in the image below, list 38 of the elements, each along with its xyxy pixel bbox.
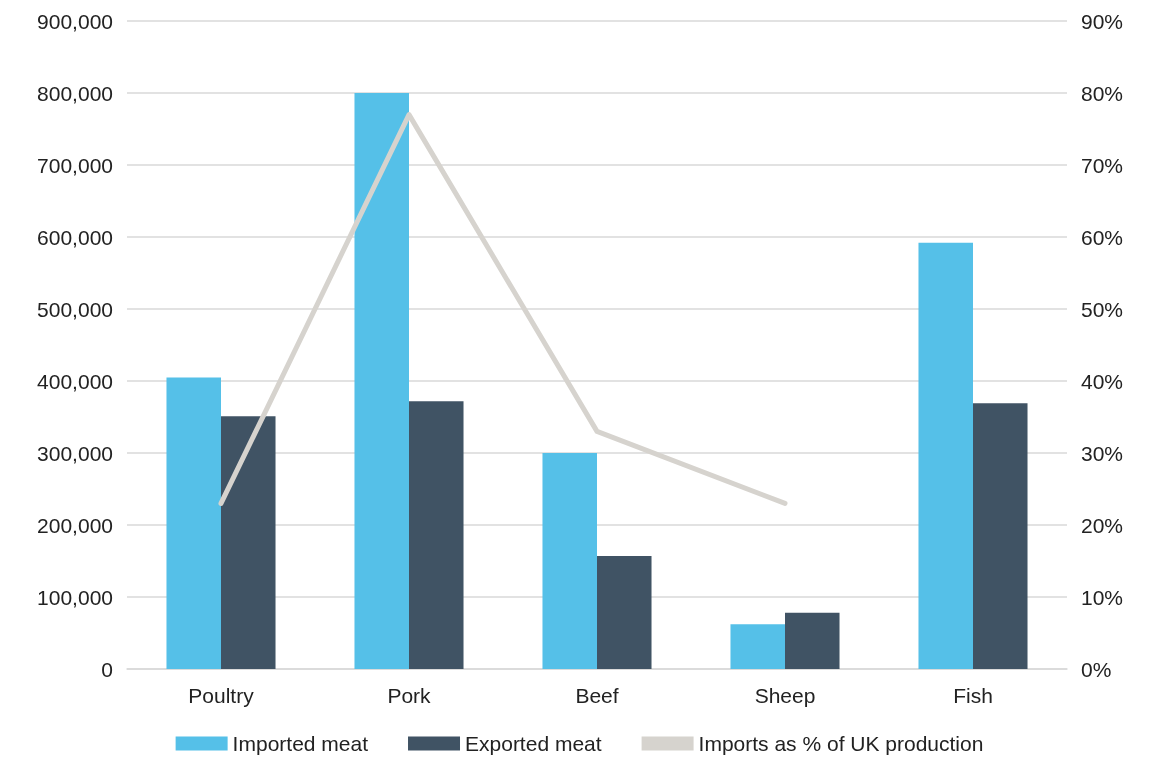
y-tick-label: 100,000: [37, 585, 113, 609]
y-tick-label: 200,000: [37, 513, 113, 537]
y2-tick-label: 50%: [1081, 297, 1124, 321]
bar: [973, 403, 1028, 669]
bar: [542, 453, 597, 669]
bar: [918, 242, 973, 669]
legend-label: Imports as % of UK production: [698, 732, 984, 755]
y2-tick-label: 20%: [1081, 513, 1124, 537]
y-tick-label: 400,000: [37, 369, 113, 393]
bar: [221, 416, 276, 669]
legend-label: Exported meat: [465, 732, 602, 755]
x-tick-label: Pork: [387, 684, 432, 707]
x-tick-label: Beef: [575, 684, 619, 707]
bar: [597, 555, 652, 669]
y2-tick-label: 90%: [1081, 9, 1124, 33]
bar: [785, 612, 840, 669]
y-tick-label: 700,000: [37, 153, 113, 177]
bar: [166, 377, 221, 669]
y-tick-label: 800,000: [37, 81, 113, 105]
x-tick-label: Sheep: [754, 684, 816, 707]
bar: [354, 93, 409, 669]
x-tick-label: Poultry: [188, 684, 255, 707]
y2-tick-label: 10%: [1081, 585, 1124, 609]
bar: [409, 401, 464, 669]
y2-tick-label: 40%: [1081, 369, 1124, 393]
y2-tick-label: 60%: [1081, 225, 1124, 249]
y2-tick-label: 80%: [1081, 81, 1124, 105]
y-tick-label: 600,000: [37, 225, 113, 249]
y-tick-label: 0: [101, 657, 113, 681]
y-tick-label: 300,000: [37, 441, 113, 465]
legend-label: Imported meat: [232, 732, 369, 755]
y-tick-label: 500,000: [37, 297, 113, 321]
y2-tick-label: 30%: [1081, 441, 1124, 465]
y2-tick-label: 0%: [1081, 657, 1112, 681]
y2-tick-label: 70%: [1081, 153, 1124, 177]
y-tick-label: 900,000: [37, 9, 113, 33]
x-tick-label: Fish: [953, 684, 993, 707]
bar: [730, 624, 785, 669]
